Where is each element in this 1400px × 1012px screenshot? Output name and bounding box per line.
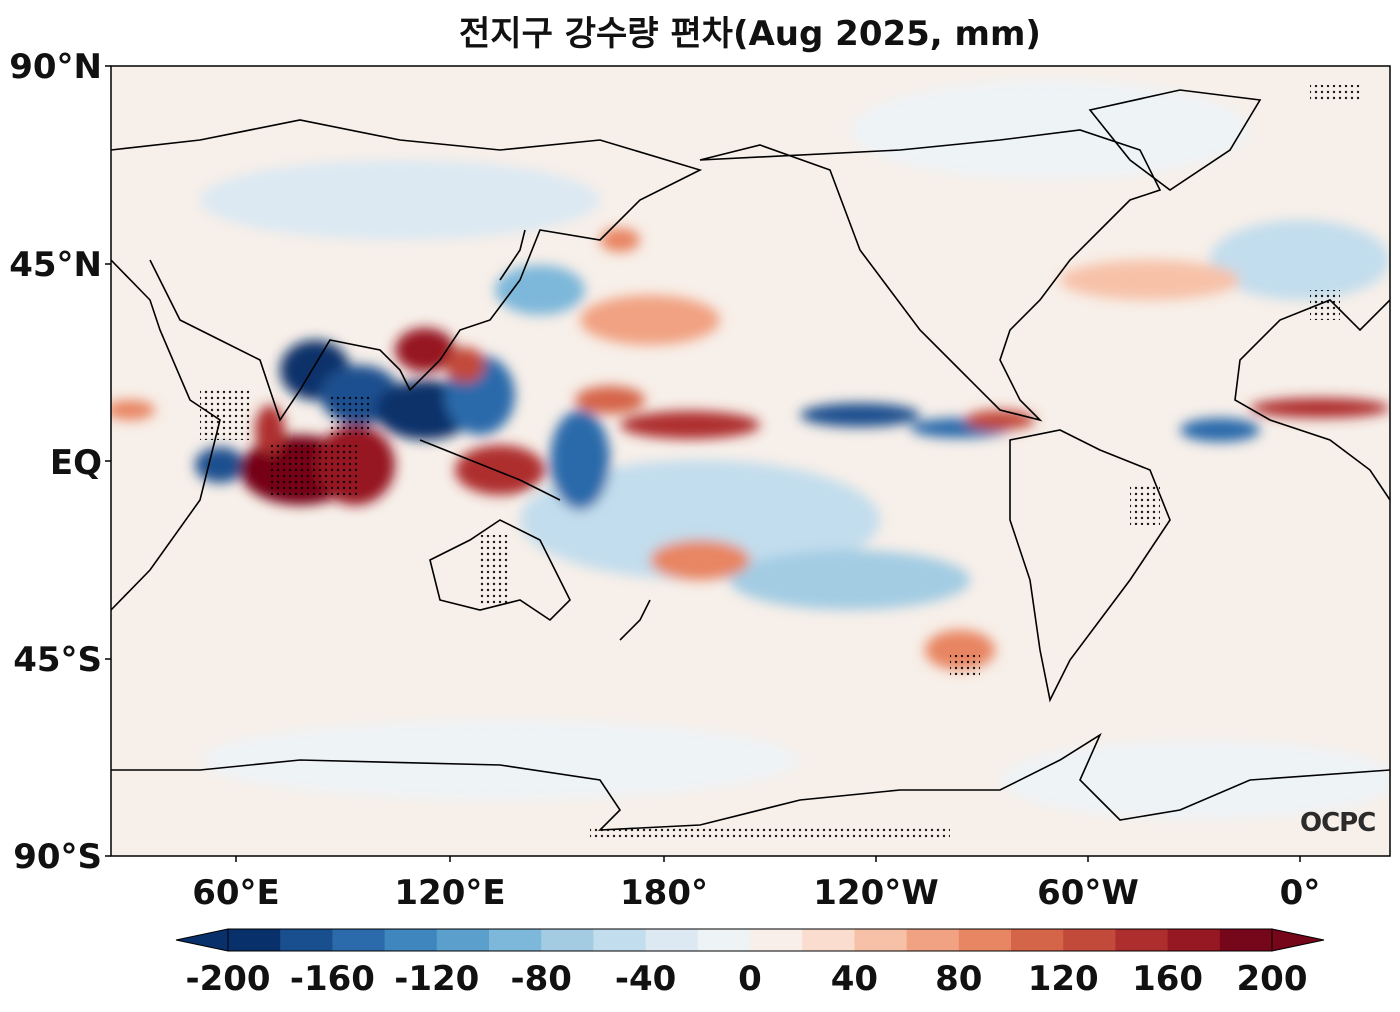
colorbar-tick-label: 120 [1027, 959, 1099, 999]
colorbar-segment [906, 929, 960, 951]
colorbar-tick-label: 200 [1236, 959, 1308, 999]
lon-label-180: 180° [620, 873, 708, 913]
colorbar-segment [750, 929, 803, 951]
colorbar-segment [228, 929, 281, 951]
colorbar-tick-label: -120 [394, 959, 480, 999]
precip-anomaly-field [111, 80, 1390, 820]
colorbar-tick-label: 80 [935, 959, 983, 999]
colorbar-segment [1011, 929, 1064, 951]
colorbar-segment [645, 929, 699, 951]
lon-label-120w: 120°W [813, 873, 939, 913]
axis-ticks [105, 65, 1301, 862]
colorbar-segment [384, 929, 438, 951]
colorbar-segment [489, 929, 542, 951]
colorbar-segment [280, 929, 333, 951]
colorbar-segment [697, 929, 751, 951]
significance-stippling [200, 85, 1360, 838]
ocpc-logo: OCPC [1300, 808, 1376, 838]
lon-label-0: 0° [1279, 873, 1321, 913]
colorbar-segment [1219, 929, 1273, 951]
lat-label-90s: 90°S [13, 837, 102, 877]
colorbar-segment [541, 929, 594, 951]
colorbar-tick-label: 160 [1132, 959, 1204, 999]
lat-label-eq: EQ [49, 443, 102, 483]
colorbar-segment [1167, 929, 1221, 951]
lon-label-60w: 60°W [1037, 873, 1139, 913]
colorbar-tick-label: -40 [614, 959, 677, 999]
colorbar-segment [593, 929, 647, 951]
colorbar-segment [1063, 929, 1116, 951]
colorbar-segment [958, 929, 1012, 951]
colorbar-segment [1115, 929, 1169, 951]
colorbar-extend-max [1271, 928, 1325, 952]
colorbar-tick-label: -200 [185, 959, 271, 999]
map-title: 전지구 강수량 편차(Aug 2025, mm) [459, 14, 1041, 54]
colorbar-segment [332, 929, 386, 951]
colorbar-segment [802, 929, 855, 951]
colorbar-tick-label: -80 [510, 959, 572, 999]
colorbar-tick-label: 0 [738, 959, 762, 999]
lat-label-45n: 45°N [9, 245, 102, 285]
colorbar-extend-min [175, 928, 229, 952]
colorbar-tick-label: -160 [289, 959, 375, 999]
coastlines [111, 89, 1390, 831]
lon-label-120e: 120°E [394, 873, 506, 913]
lat-label-45s: 45°S [13, 640, 102, 680]
lon-label-60e: 60°E [192, 873, 280, 913]
colorbar [175, 928, 1325, 952]
colorbar-tick-label: 40 [830, 959, 879, 999]
colorbar-segment [854, 929, 908, 951]
colorbar-segment [436, 929, 490, 951]
lat-label-90n: 90°N [9, 47, 102, 87]
